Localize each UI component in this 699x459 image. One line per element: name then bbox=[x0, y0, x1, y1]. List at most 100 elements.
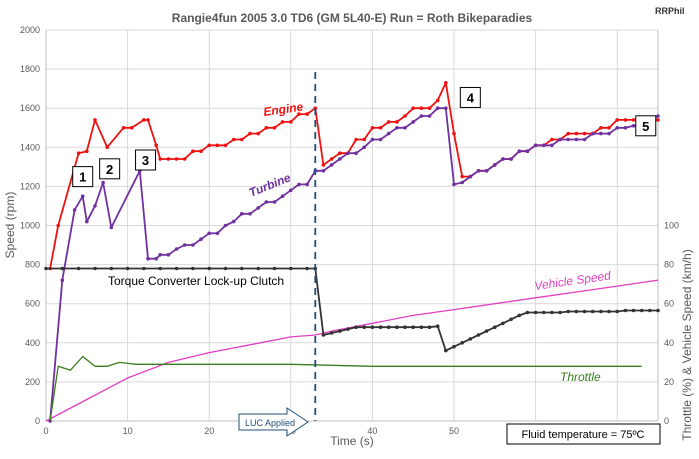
data-point-engine bbox=[305, 112, 309, 116]
data-point-turbine bbox=[199, 237, 203, 241]
annotation-box-label: 3 bbox=[142, 153, 149, 168]
data-point-turbine bbox=[533, 143, 538, 148]
data-point-turbine bbox=[558, 137, 562, 142]
data-point-engine bbox=[444, 81, 448, 85]
series-line-throttle bbox=[49, 355, 642, 422]
watermark: RRPhil bbox=[655, 6, 685, 16]
data-point-turbine bbox=[146, 256, 150, 261]
data-point-torque-converter-lock-up-clutch bbox=[590, 309, 595, 314]
data-point-torque-converter-lock-up-clutch bbox=[338, 329, 342, 333]
data-point-torque-converter-lock-up-clutch bbox=[158, 266, 162, 271]
data-point-turbine bbox=[656, 114, 660, 118]
y-tick-left-label: 2000 bbox=[20, 25, 40, 35]
data-point-engine bbox=[460, 174, 465, 179]
data-point-turbine bbox=[362, 145, 367, 150]
data-point-turbine bbox=[484, 169, 489, 173]
data-point-turbine bbox=[370, 137, 375, 142]
data-point-turbine bbox=[509, 157, 513, 161]
data-point-engine bbox=[231, 137, 236, 142]
data-point-torque-converter-lock-up-clutch bbox=[631, 308, 636, 313]
annotation-box-label: 5 bbox=[642, 119, 649, 134]
data-point-turbine bbox=[72, 208, 77, 212]
data-point-turbine bbox=[574, 137, 579, 142]
data-point-engine bbox=[607, 126, 611, 130]
data-point-turbine bbox=[154, 256, 158, 261]
x-axis-label: Time (s) bbox=[330, 434, 374, 448]
data-point-turbine bbox=[468, 174, 473, 179]
data-point-turbine bbox=[240, 212, 244, 216]
data-point-turbine bbox=[354, 151, 358, 155]
annotation-box bbox=[459, 86, 481, 108]
data-point-torque-converter-lock-up-clutch bbox=[427, 325, 432, 330]
data-point-turbine bbox=[256, 206, 261, 210]
data-point-engine bbox=[174, 157, 179, 161]
series-line-vehicle-speed bbox=[45, 279, 659, 422]
data-point-engine bbox=[427, 106, 432, 110]
data-point-engine bbox=[395, 120, 399, 124]
data-point-engine bbox=[191, 149, 195, 153]
data-point-turbine bbox=[550, 143, 554, 148]
chart-title: Rangie4fun 2005 3.0 TD6 (GM 5L40-E) Run … bbox=[172, 11, 533, 25]
data-point-torque-converter-lock-up-clutch bbox=[191, 266, 195, 271]
data-point-turbine bbox=[501, 157, 505, 161]
data-point-turbine bbox=[542, 143, 546, 148]
data-point-torque-converter-lock-up-clutch bbox=[354, 325, 358, 330]
annotation-box-label: 1 bbox=[79, 170, 86, 185]
data-point-turbine bbox=[215, 231, 220, 236]
annotation-layer: 1 2 3 4 5 bbox=[72, 72, 657, 421]
data-point-turbine bbox=[623, 126, 628, 130]
data-point-turbine bbox=[93, 204, 97, 208]
data-point-torque-converter-lock-up-clutch bbox=[460, 341, 465, 345]
series-layer bbox=[44, 81, 660, 423]
data-point-torque-converter-lock-up-clutch bbox=[484, 329, 489, 333]
data-point-engine bbox=[142, 118, 146, 122]
y-tick-left-label: 400 bbox=[25, 338, 40, 348]
data-point-torque-converter-lock-up-clutch bbox=[599, 309, 603, 314]
data-point-engine bbox=[354, 137, 358, 142]
data-point-engine bbox=[207, 143, 211, 148]
data-point-engine bbox=[56, 223, 60, 228]
data-point-engine bbox=[411, 106, 416, 110]
data-point-torque-converter-lock-up-clutch bbox=[542, 310, 546, 315]
data-point-turbine bbox=[378, 137, 383, 142]
data-point-engine bbox=[93, 118, 97, 122]
y-tick-right-label: 0 bbox=[664, 416, 669, 426]
data-point-engine bbox=[272, 126, 277, 130]
data-point-turbine bbox=[419, 114, 424, 118]
data-point-turbine bbox=[476, 169, 481, 173]
data-point-engine bbox=[166, 157, 171, 161]
y-tick-left-label: 1200 bbox=[20, 181, 40, 191]
data-point-torque-converter-lock-up-clutch bbox=[93, 266, 97, 271]
data-point-engine bbox=[656, 118, 660, 122]
data-point-torque-converter-lock-up-clutch bbox=[125, 266, 130, 271]
data-point-engine bbox=[121, 126, 126, 130]
data-point-turbine bbox=[207, 231, 211, 236]
data-point-engine bbox=[582, 131, 587, 136]
data-point-engine bbox=[182, 157, 187, 161]
data-point-turbine bbox=[272, 200, 277, 204]
data-point-engine bbox=[378, 126, 383, 130]
data-point-torque-converter-lock-up-clutch bbox=[403, 325, 407, 330]
data-point-engine bbox=[256, 131, 261, 136]
data-point-torque-converter-lock-up-clutch bbox=[142, 266, 146, 271]
data-point-engine bbox=[146, 118, 150, 122]
data-point-turbine bbox=[411, 120, 416, 124]
data-point-torque-converter-lock-up-clutch bbox=[533, 310, 538, 315]
data-point-turbine bbox=[460, 180, 465, 185]
data-point-engine bbox=[129, 126, 134, 130]
data-point-turbine bbox=[321, 169, 326, 173]
data-point-torque-converter-lock-up-clutch bbox=[60, 266, 65, 271]
annotation-box bbox=[635, 115, 657, 137]
y-tick-right-label: 40 bbox=[664, 338, 674, 348]
data-point-turbine bbox=[174, 247, 179, 251]
data-point-turbine bbox=[289, 188, 293, 193]
data-point-turbine bbox=[182, 243, 187, 247]
data-point-turbine bbox=[395, 126, 399, 130]
annotation-box bbox=[99, 158, 121, 180]
data-point-torque-converter-lock-up-clutch bbox=[395, 325, 399, 330]
data-point-engine bbox=[264, 126, 269, 130]
data-point-turbine bbox=[607, 131, 611, 136]
data-point-turbine bbox=[297, 182, 301, 187]
